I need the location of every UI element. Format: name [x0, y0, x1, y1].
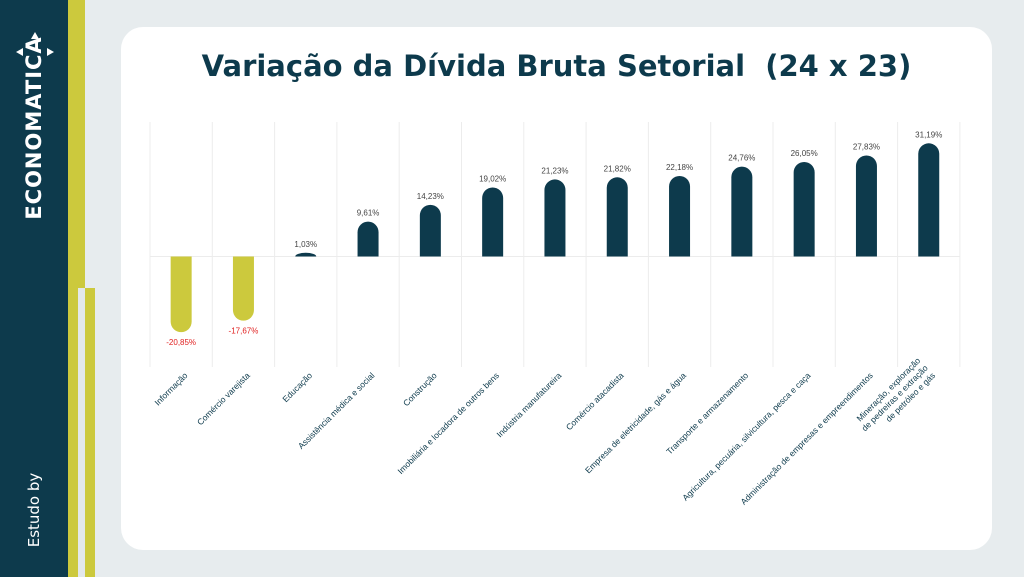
category-label: Construção — [401, 370, 439, 408]
category-label: Indústria manufatureira — [494, 370, 563, 439]
bar — [918, 143, 940, 257]
value-label: 27,83% — [853, 142, 880, 151]
category-label: Mineração, exploraçãode pedreiras e extr… — [852, 355, 937, 440]
bar-chart: -20,85% Informação -17,67% Comércio varejis… — [149, 122, 961, 507]
sidebar: ECONOMATICA Estudo by — [0, 0, 68, 577]
value-label: 14,23% — [417, 192, 444, 201]
bar — [170, 256, 192, 333]
category-label: Imobiliária e locadora de outros bens — [395, 370, 501, 476]
category-label: Empresa de eletricidade, gás e água — [583, 370, 688, 475]
value-label: -20,85% — [166, 338, 196, 347]
bar — [544, 179, 566, 257]
brand-name: ECONOMATICA — [22, 36, 46, 220]
value-label: 24,76% — [728, 154, 755, 163]
value-label: 21,82% — [604, 164, 631, 173]
bar — [482, 187, 504, 257]
bar — [731, 166, 753, 257]
accent-stripe-inner — [85, 288, 95, 577]
bar — [232, 256, 254, 321]
category-label: Comércio varejista — [195, 370, 252, 427]
bar — [419, 204, 441, 257]
category-label: Comércio atacadista — [564, 370, 626, 432]
category-label: Administração de empresas e empreendimen… — [739, 370, 875, 506]
bar — [793, 161, 815, 257]
value-label: 19,02% — [479, 174, 506, 183]
brand-tagline: Estudo by — [25, 472, 43, 548]
bar — [606, 177, 628, 257]
value-label: 31,19% — [915, 130, 942, 139]
bar — [669, 175, 691, 257]
value-label: 21,23% — [541, 166, 568, 175]
bar — [855, 155, 877, 257]
value-label: 22,18% — [666, 163, 693, 172]
chart-card: Variação da Dívida Bruta Setorial (24 x … — [121, 27, 992, 550]
category-label: Educação — [280, 370, 314, 404]
economatica-logo-icon — [16, 32, 54, 56]
value-label: -17,67% — [229, 327, 259, 336]
category-label: Informação — [152, 370, 189, 407]
bar — [295, 252, 317, 257]
category-label: Agricultura, pecuária, silvicultura, pes… — [680, 370, 813, 503]
value-label: 1,03% — [294, 240, 317, 249]
chart-title: Variação da Dívida Bruta Setorial (24 x … — [201, 49, 912, 83]
value-label: 9,61% — [357, 209, 380, 218]
bar — [357, 221, 379, 257]
value-label: 26,05% — [791, 149, 818, 158]
accent-stripe-gap — [78, 288, 85, 577]
